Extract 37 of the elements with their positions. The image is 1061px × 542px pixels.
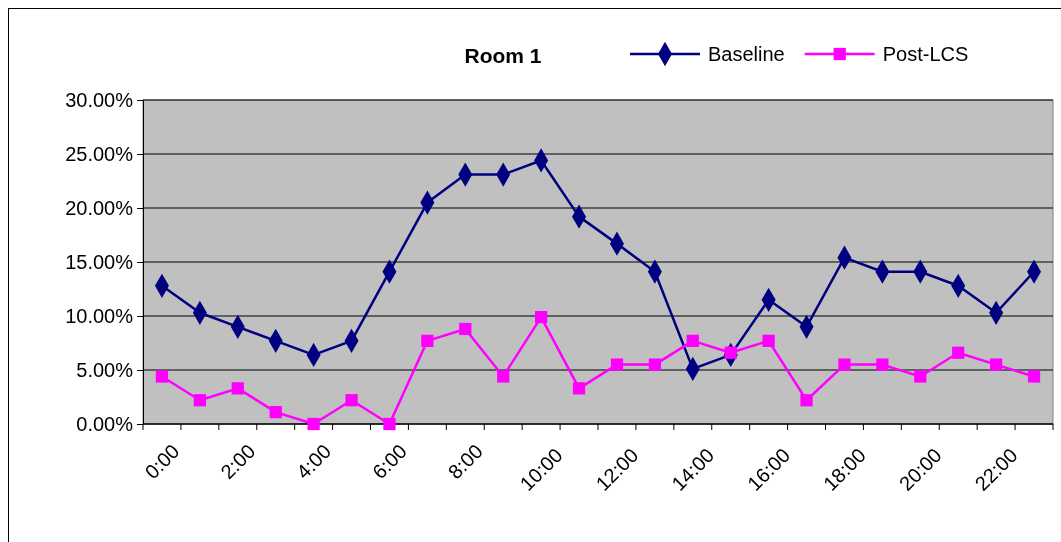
- point: [307, 417, 320, 431]
- y-tick-label: 30.00%: [65, 88, 134, 111]
- point: [421, 334, 434, 347]
- point: [459, 322, 472, 336]
- y-tick-label: 0.00%: [76, 412, 134, 435]
- point: [497, 370, 510, 383]
- point: [610, 358, 624, 371]
- x-tick-label: 6:00: [367, 439, 411, 484]
- y-tick-label: 15.00%: [65, 250, 134, 273]
- point: [838, 358, 851, 371]
- point: [1027, 370, 1041, 383]
- legend-label: Post-LCS: [882, 43, 969, 65]
- y-tick-label: 5.00%: [76, 358, 134, 381]
- y-tick-label: 10.00%: [65, 304, 134, 327]
- point: [762, 334, 775, 347]
- point: [231, 382, 244, 395]
- point: [155, 370, 169, 383]
- point: [535, 310, 548, 324]
- point: [572, 382, 586, 395]
- point: [269, 406, 282, 419]
- point: [193, 394, 206, 407]
- y-tick-label: 20.00%: [65, 196, 134, 219]
- legend-label: Baseline: [708, 43, 785, 65]
- point: [648, 358, 661, 371]
- x-tick-label: 8:00: [443, 439, 487, 484]
- point: [800, 394, 813, 407]
- x-tick-label: 0:00: [140, 439, 184, 484]
- point: [990, 358, 1003, 371]
- point: [686, 334, 699, 347]
- chart-title: Room 1: [464, 44, 542, 67]
- point: [383, 417, 396, 431]
- y-tick-label: 25.00%: [65, 142, 134, 165]
- point: [952, 346, 965, 359]
- point: [914, 370, 927, 383]
- point: [876, 358, 889, 371]
- point: [345, 394, 358, 407]
- x-tick-label: 4:00: [292, 439, 336, 484]
